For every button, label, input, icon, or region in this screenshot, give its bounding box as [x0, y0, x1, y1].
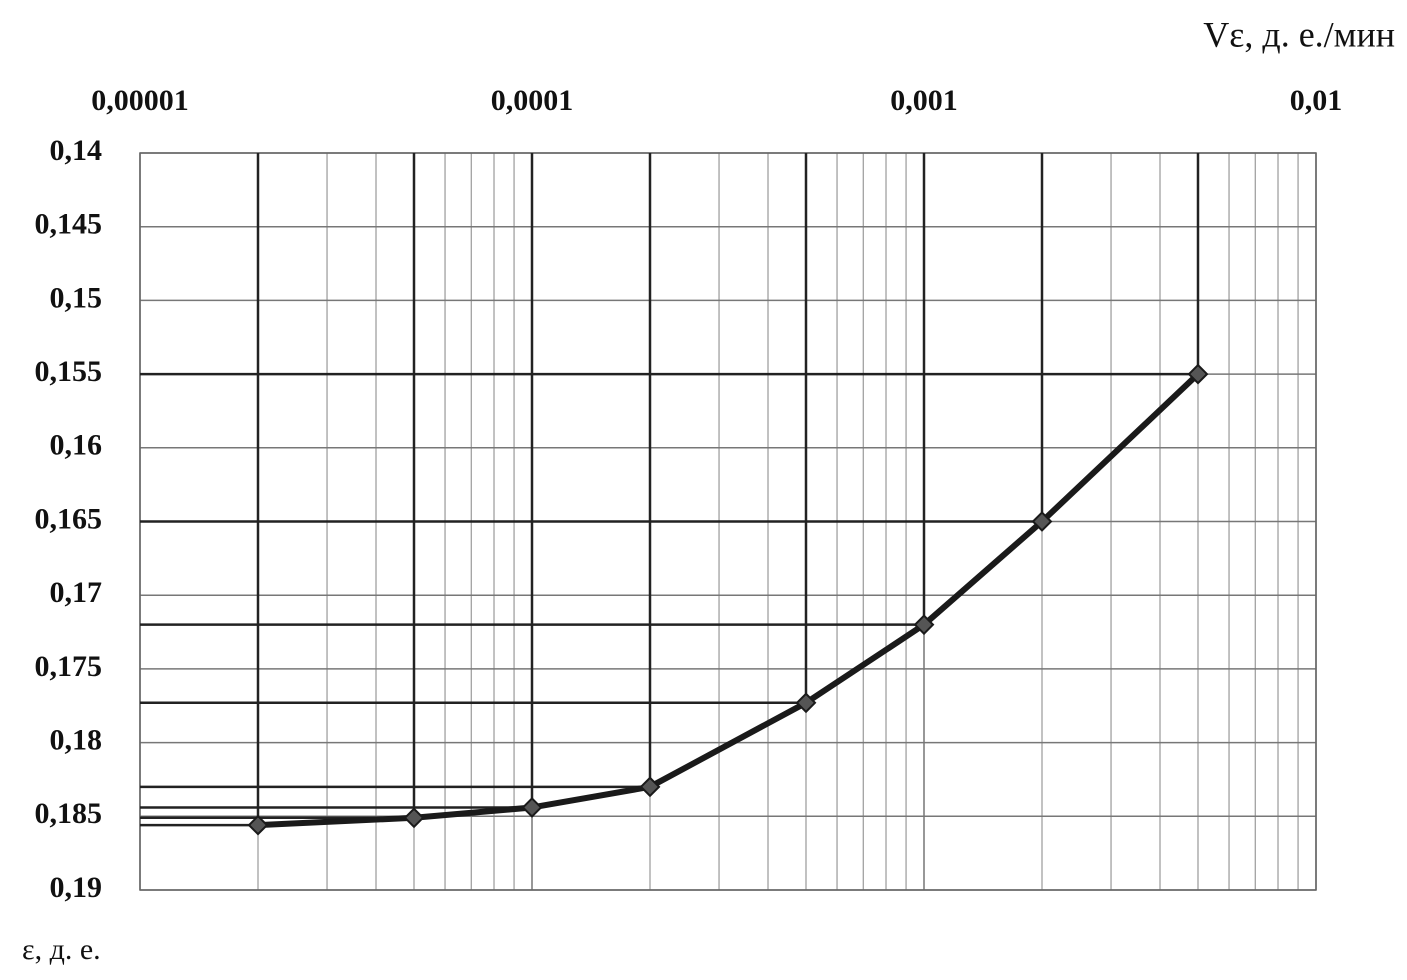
- data-line: [257, 371, 1201, 829]
- y-tick-label: 0,155: [35, 355, 103, 388]
- x-tick-label: 0,0001: [491, 84, 574, 117]
- x-axis-label: Vε, д. е./мин: [1203, 14, 1395, 54]
- data-point: [1031, 511, 1053, 532]
- data-point: [913, 614, 935, 636]
- y-tick-label: 0,17: [50, 576, 103, 609]
- y-tick-label: 0,185: [35, 797, 103, 830]
- data-point: [795, 692, 817, 714]
- data-point: [247, 814, 269, 836]
- y-axis-label: ε, д. е.: [22, 933, 101, 966]
- data-point: [639, 776, 661, 798]
- y-tick-label: 0,15: [50, 281, 103, 314]
- y-tick-label: 0,165: [35, 502, 103, 535]
- y-tick-label: 0,145: [35, 208, 103, 241]
- x-tick-label: 0,001: [890, 84, 958, 117]
- data-point: [403, 807, 425, 829]
- data-point: [1187, 363, 1209, 385]
- y-tick-label: 0,19: [50, 871, 103, 904]
- y-tick-label: 0,18: [50, 723, 103, 756]
- y-tick-label: 0,175: [35, 650, 103, 683]
- y-tick-label: 0,16: [50, 429, 103, 462]
- x-tick-label: 0,00001: [91, 84, 189, 117]
- data-point: [521, 797, 543, 818]
- y-tick-label: 0,14: [50, 134, 103, 167]
- x-tick-label: 0,01: [1290, 84, 1343, 117]
